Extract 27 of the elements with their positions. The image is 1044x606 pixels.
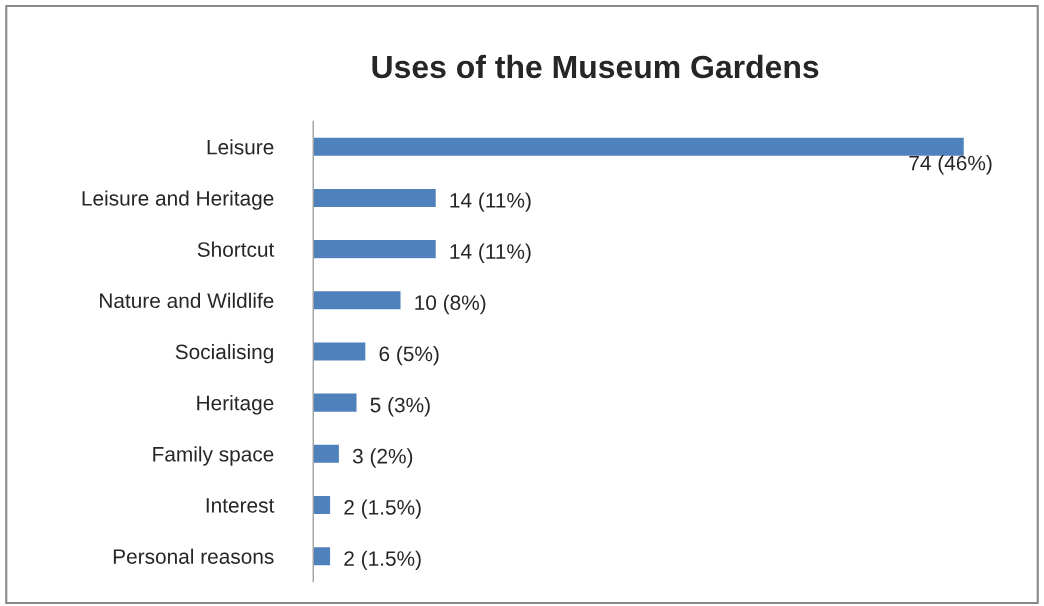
y-tick-label: Socialising [175, 343, 273, 364]
data-label: 14 (11%) [450, 192, 531, 212]
y-tick-label: Leisure and Heritage [82, 190, 274, 210]
y-tick-label: Interest [206, 498, 275, 513]
bar [313, 545, 332, 567]
chart-title: Uses of the Museum Gardens [372, 54, 819, 79]
data-label: 10 (8%) [415, 294, 486, 315]
data-label: 14 (11%) [450, 243, 531, 263]
data-label: 2 (1.5%) [344, 550, 421, 571]
y-tick-label: Heritage [197, 395, 274, 415]
data-label: 2 (1.5%) [344, 499, 421, 519]
bar [313, 289, 402, 311]
y-tick-label: Shortcut [197, 241, 275, 257]
data-label: 74 (46%) [909, 155, 992, 175]
data-label: 6 (5%) [379, 345, 439, 366]
bar [313, 494, 332, 516]
bar [313, 443, 341, 465]
y-tick-label: Nature and Wildlife [100, 292, 274, 309]
bar [313, 187, 438, 209]
bar [313, 341, 367, 362]
y-tick-label: Personal reasons [113, 548, 274, 564]
bar [313, 238, 438, 260]
data-label: 3 (2%) [352, 448, 413, 468]
y-tick-label: Leisure [207, 139, 274, 155]
bar [313, 392, 358, 414]
data-label: 5 (3%) [370, 397, 430, 417]
y-tick-label: Family space [153, 446, 274, 466]
